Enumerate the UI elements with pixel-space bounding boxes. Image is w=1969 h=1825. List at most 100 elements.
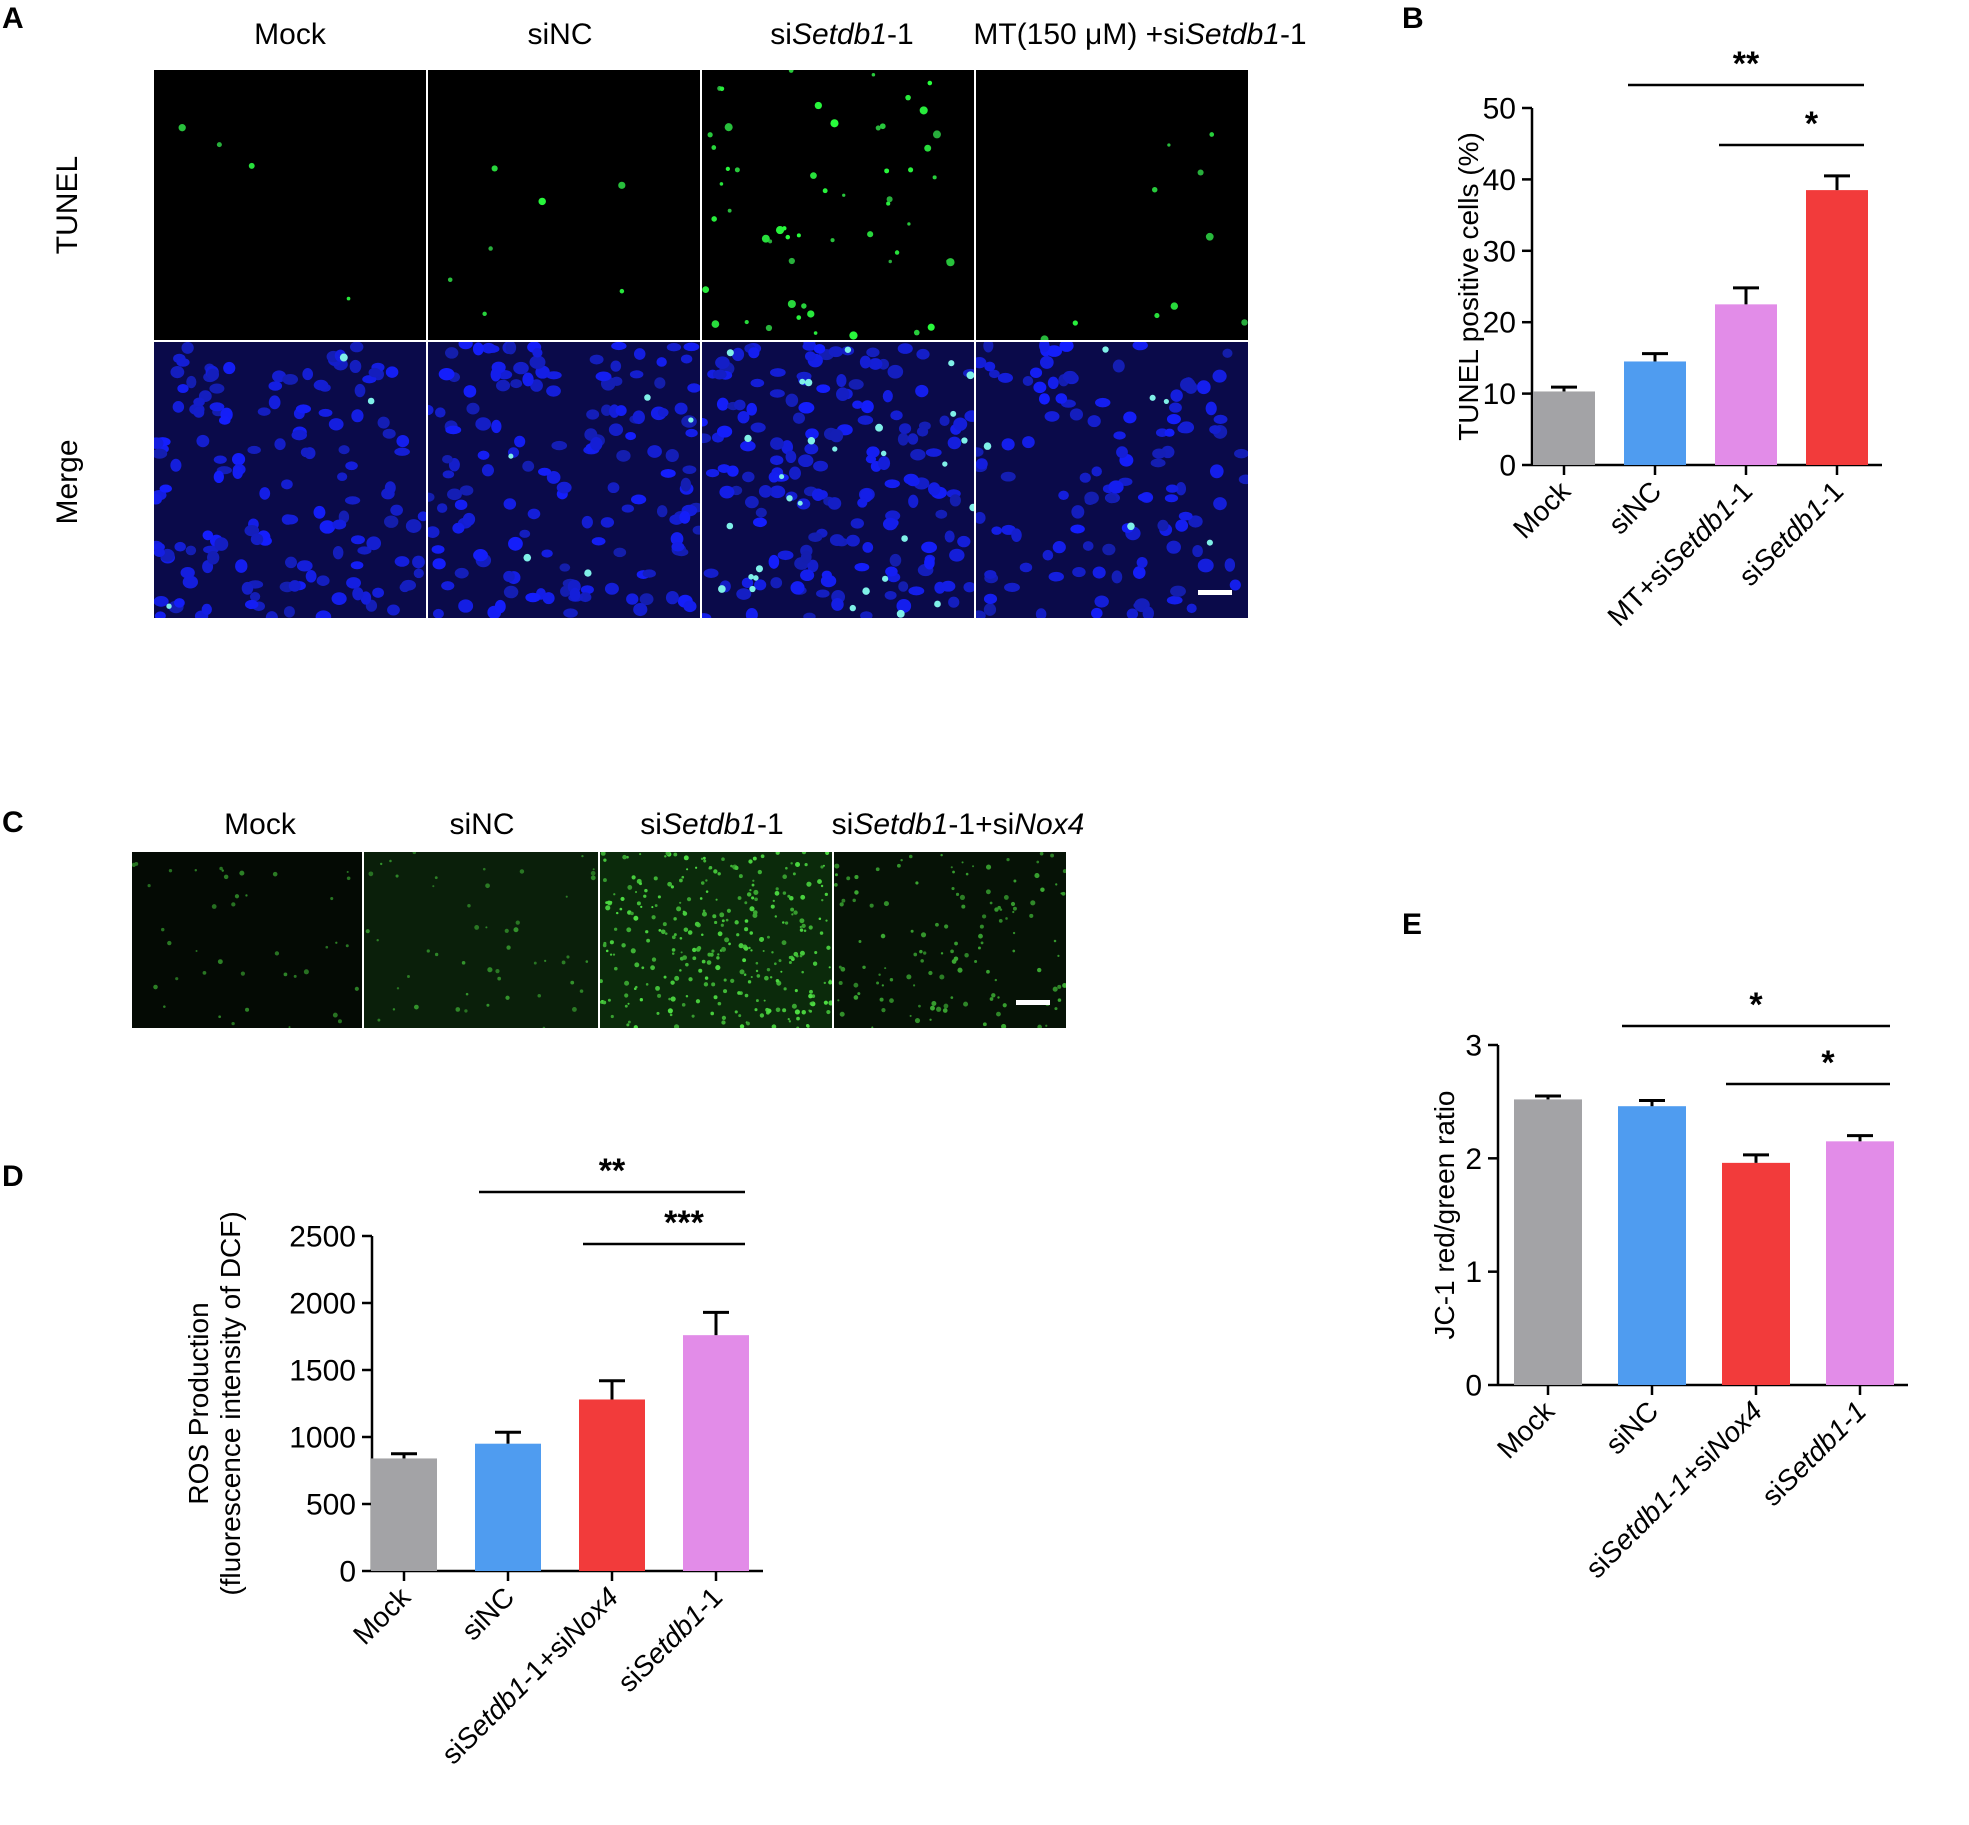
cell-nucleus bbox=[265, 611, 278, 618]
cell-nucleus bbox=[1050, 853, 1055, 858]
cell-nucleus bbox=[656, 1011, 660, 1015]
cell-nucleus bbox=[812, 961, 818, 966]
cell-nucleus bbox=[865, 454, 877, 464]
cell-nucleus bbox=[603, 858, 607, 862]
cell-nucleus bbox=[396, 987, 400, 990]
cell-nucleus bbox=[1111, 570, 1123, 584]
cell-nucleus bbox=[532, 348, 543, 358]
cell-nucleus bbox=[522, 372, 534, 387]
cell-nucleus bbox=[350, 535, 365, 545]
cell-nucleus bbox=[981, 914, 987, 919]
cell-nucleus bbox=[1137, 493, 1153, 502]
cell-nucleus bbox=[488, 246, 493, 251]
cell-nucleus bbox=[154, 437, 164, 449]
cell-nucleus bbox=[1163, 398, 1169, 405]
cell-nucleus bbox=[755, 999, 759, 1003]
cell-nucleus bbox=[980, 941, 984, 945]
panel-a-col-label-sisetdb1: siSetdb1-1 bbox=[770, 18, 913, 52]
cell-nucleus bbox=[761, 234, 770, 243]
cell-nucleus bbox=[1164, 428, 1175, 437]
cell-nucleus bbox=[274, 438, 286, 451]
cell-nucleus bbox=[627, 1002, 630, 1005]
cell-nucleus bbox=[1175, 519, 1189, 532]
cell-nucleus bbox=[794, 989, 798, 993]
cell-nucleus bbox=[779, 474, 785, 480]
cell-nucleus bbox=[846, 534, 860, 547]
cell-nucleus bbox=[592, 868, 595, 871]
cell-nucleus bbox=[801, 1010, 806, 1015]
cell-nucleus bbox=[530, 379, 543, 392]
cell-nucleus bbox=[313, 379, 329, 391]
cell-nucleus bbox=[1046, 345, 1063, 357]
ros-image-mock bbox=[132, 852, 362, 1028]
cell-nucleus bbox=[332, 1012, 338, 1018]
cell-nucleus bbox=[1213, 414, 1228, 424]
cell-nucleus bbox=[218, 416, 231, 425]
cell-nucleus bbox=[522, 460, 535, 472]
cell-nucleus bbox=[725, 918, 729, 922]
y-axis-label: JC-1 red/green ratio bbox=[1429, 1090, 1460, 1339]
cell-nucleus bbox=[1013, 879, 1017, 883]
cell-nucleus bbox=[606, 900, 611, 905]
cell-nucleus bbox=[1175, 482, 1187, 496]
cell-nucleus bbox=[824, 892, 828, 896]
cell-nucleus bbox=[394, 447, 410, 456]
cell-nucleus bbox=[774, 962, 777, 966]
cell-nucleus bbox=[853, 982, 859, 988]
cell-nucleus bbox=[319, 520, 336, 534]
cell-nucleus bbox=[366, 536, 382, 551]
panel-a-letter: A bbox=[2, 2, 24, 35]
cell-nucleus bbox=[639, 998, 644, 1002]
cell-nucleus bbox=[721, 1020, 726, 1025]
cell-nucleus bbox=[818, 917, 822, 921]
cell-nucleus bbox=[726, 908, 731, 913]
cell-nucleus bbox=[709, 952, 714, 957]
cell-nucleus bbox=[613, 893, 616, 896]
cell-nucleus bbox=[976, 511, 986, 524]
cell-nucleus bbox=[803, 342, 816, 350]
cell-nucleus bbox=[711, 216, 717, 222]
cell-nucleus bbox=[683, 342, 700, 352]
cell-nucleus bbox=[702, 417, 708, 427]
cell-nucleus bbox=[828, 346, 844, 358]
cell-nucleus bbox=[894, 250, 900, 255]
cell-nucleus bbox=[701, 959, 706, 964]
cell-nucleus bbox=[825, 852, 830, 855]
cell-nucleus bbox=[542, 592, 555, 605]
cell-nucleus bbox=[214, 537, 229, 551]
cell-nucleus bbox=[1062, 983, 1066, 988]
cell-nucleus bbox=[753, 889, 759, 895]
cell-nucleus bbox=[737, 896, 742, 900]
cell-nucleus bbox=[730, 978, 735, 983]
cell-nucleus bbox=[936, 1006, 942, 1012]
cell-nucleus bbox=[803, 929, 807, 933]
cell-nucleus bbox=[602, 943, 607, 948]
cell-nucleus bbox=[1001, 1023, 1007, 1028]
cell-nucleus bbox=[770, 455, 784, 466]
cell-nucleus bbox=[724, 937, 730, 943]
cell-nucleus bbox=[663, 975, 667, 979]
cell-nucleus bbox=[209, 383, 225, 394]
cell-nucleus bbox=[801, 970, 804, 974]
cell-nucleus bbox=[330, 896, 334, 901]
cell-nucleus bbox=[1209, 464, 1224, 479]
panel-c-col-label-sinc: siNC bbox=[450, 808, 515, 842]
cell-nucleus bbox=[481, 464, 494, 477]
cell-nucleus bbox=[976, 610, 986, 618]
cell-nucleus bbox=[377, 1018, 381, 1022]
cell-nucleus bbox=[814, 950, 818, 955]
significance-label: *** bbox=[664, 1204, 704, 1242]
cell-nucleus bbox=[897, 343, 913, 354]
cell-nucleus bbox=[609, 953, 613, 956]
ros-image-sisetdb1-sinox4 bbox=[834, 852, 1066, 1028]
cell-nucleus bbox=[889, 978, 894, 982]
cell-nucleus bbox=[799, 950, 805, 956]
cell-nucleus bbox=[900, 858, 903, 862]
cell-nucleus bbox=[780, 970, 783, 973]
cell-nucleus bbox=[288, 580, 301, 592]
cell-nucleus bbox=[688, 977, 693, 982]
cell-nucleus bbox=[442, 454, 453, 464]
cell-nucleus bbox=[744, 993, 749, 998]
label-text: Mock bbox=[224, 808, 296, 841]
cell-nucleus bbox=[711, 982, 716, 987]
